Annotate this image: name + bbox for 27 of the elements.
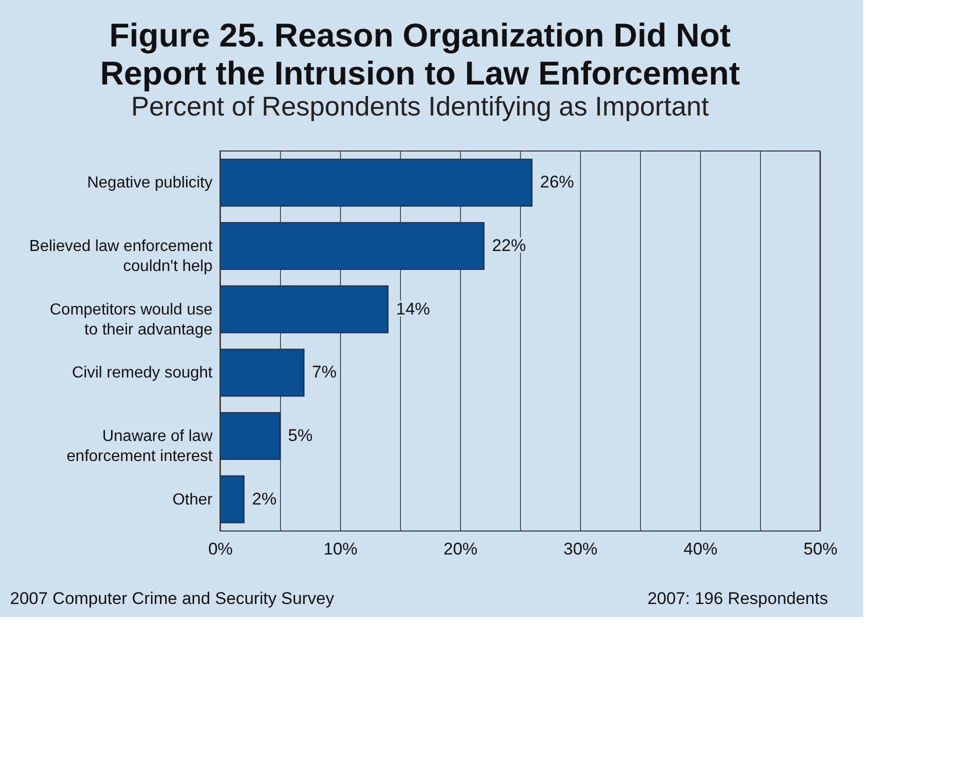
- data-label: 26%: [540, 172, 574, 192]
- y-tick-label: Unaware of law enforcement interest: [66, 428, 214, 465]
- text: 2007 Computer Crime and Security Survey: [10, 589, 335, 608]
- y-tick-label: Competitors would use to their advantage: [50, 301, 213, 338]
- x-tick-label: 20%: [443, 540, 478, 558]
- x-tick-label: 40%: [683, 540, 718, 558]
- data-label: 5%: [288, 426, 313, 445]
- data-label: 2%: [252, 489, 277, 508]
- y-tick-label: Believed law enforcement couldn't help: [29, 238, 214, 275]
- bar: [220, 222, 484, 270]
- x-tick-label: 30%: [563, 540, 598, 558]
- chart-subtitle: Percent of Respondents Identifying as Important: [131, 92, 710, 122]
- x-tick-label: 50%: [803, 540, 838, 558]
- y-tick-label: Civil remedy sought: [72, 364, 214, 382]
- text: Figure 25. Reason Organization Did Not: [109, 16, 731, 54]
- y-tick-label: Negative publicity: [87, 174, 212, 192]
- text: Report the Intrusion to Law Enforcement: [100, 54, 740, 92]
- data-label: 7%: [312, 362, 337, 382]
- bar: [220, 158, 532, 207]
- x-tick-label: 0%: [208, 540, 233, 558]
- text: 2007: 196 Respondents: [647, 589, 828, 608]
- bar: [220, 475, 244, 524]
- bar: [220, 412, 280, 460]
- bar: [220, 348, 304, 397]
- y-tick-label: Other: [172, 491, 214, 508]
- x-tick-label: 10%: [323, 540, 358, 558]
- bar: [220, 285, 388, 334]
